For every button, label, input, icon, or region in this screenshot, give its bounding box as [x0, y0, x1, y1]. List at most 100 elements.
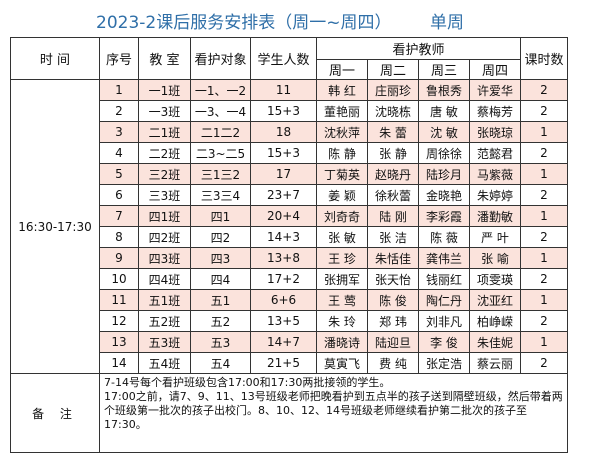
cell-teacher-wed: 金晓艳	[418, 184, 470, 206]
cell-target: 四4	[190, 268, 251, 290]
cell-count: 6+6	[250, 289, 317, 311]
cell-teacher-mon: 丁菊英	[316, 163, 368, 185]
cell-teacher-wed: 李 俊	[418, 331, 470, 353]
header-wed: 周三	[418, 59, 470, 80]
table-row: 5 三2班 三1三2 17 丁菊英 赵晓丹 陆珍月 马紫薇 1	[11, 163, 568, 185]
table-row: 12 五2班 五2 13+5 朱 玲郑 玮刘非凡 柏峥嵘 2	[11, 310, 568, 332]
remarks-label: 备 注	[10, 373, 100, 453]
table-row: 3 二1班 二1二2 18 沈秋萍朱 蕾沈 敏张晓琼 1	[11, 121, 568, 143]
cell-teacher-mon: 姜 颖	[316, 184, 368, 206]
cell-target: 五3	[190, 331, 251, 353]
table-row: 13 五3班 五3 14+7 潘晓诗 陆迎旦李 俊朱佳妮 1	[11, 331, 568, 353]
cell-teacher-mon: 张拥军	[316, 268, 368, 290]
header-tue: 周二	[367, 59, 419, 80]
table-row: 16:30-17:30 1 一1班 一1、一2 11 韩 红庄丽珍 鲁根秀 许爱华 2	[10, 79, 568, 374]
cell-classroom: 五3班	[138, 331, 191, 353]
cell-hours: 1	[520, 205, 568, 227]
header-hours: 课时数	[520, 37, 568, 80]
cell-teacher-mon: 莫寅飞	[316, 352, 368, 374]
cell-teacher-tue: 张天怡	[367, 268, 419, 290]
cell-target: 四1	[190, 205, 251, 227]
table-row: 11 五1班 五1 6+6 王 莺陈 俊陶仁丹 沈亚红 1	[11, 289, 568, 311]
cell-teacher-mon: 朱 玲	[316, 310, 368, 332]
cell-teacher-thu: 柏峥嵘	[469, 310, 521, 332]
cell-teacher-mon: 陈 静	[316, 142, 368, 164]
cell-index: 12	[99, 310, 139, 332]
cell-teacher-wed: 唐 敏	[418, 100, 470, 122]
time-slot: 16:30-17:30	[10, 79, 100, 374]
header-mon: 周一	[316, 59, 368, 80]
cell-teacher-mon: 张 敏	[316, 226, 368, 248]
cell-teacher-thu: 范懿君	[469, 142, 521, 164]
cell-count: 20+4	[250, 205, 317, 227]
cell-teacher-thu: 张 喻	[469, 247, 521, 269]
cell-teacher-thu: 蔡梅芳	[469, 100, 521, 122]
cell-teacher-wed: 刘非凡	[418, 310, 470, 332]
cell-teacher-thu: 朱婷婷	[469, 184, 521, 206]
cell-classroom: 三2班	[138, 163, 191, 185]
cell-teacher-tue: 陆迎旦	[367, 331, 419, 353]
cell-teacher-tue: 朱恬佳	[367, 247, 419, 269]
cell-classroom: 一1班	[138, 79, 191, 101]
cell-classroom: 四2班	[138, 226, 191, 248]
cell-index: 4	[99, 142, 139, 164]
cell-hours: 2	[520, 352, 568, 374]
cell-target: 四2	[190, 226, 251, 248]
header-classroom: 教 室	[138, 37, 191, 80]
remark-line: 7-14号每个看护班级包含17:00和17:30两批接领的学生。	[104, 376, 391, 389]
cell-index: 8	[99, 226, 139, 248]
cell-classroom: 四1班	[138, 205, 191, 227]
cell-hours: 2	[520, 310, 568, 332]
cell-teacher-mon: 王 珍	[316, 247, 368, 269]
cell-hours: 2	[520, 100, 568, 122]
cell-teacher-thu: 马紫薇	[469, 163, 521, 185]
cell-target: 五4	[190, 352, 251, 374]
cell-teacher-tue: 张 静	[367, 142, 419, 164]
header-thu: 周四	[469, 59, 521, 80]
cell-hours: 1	[520, 247, 568, 269]
cell-index: 14	[99, 352, 139, 374]
cell-count: 11	[250, 79, 317, 101]
schedule-table: 时 间 序号 教 室 看护对象 学生人数 看护教师 课时数 周一 周二 周三 周…	[10, 37, 568, 453]
header-index: 序号	[99, 37, 139, 80]
cell-classroom: 三3班	[138, 184, 191, 206]
remark-line: 17:00之前，请7、9、11、13号班级老师把晚看护到五点半的孩子送到隔壁班级…	[104, 390, 563, 431]
cell-classroom: 一3班	[138, 100, 191, 122]
cell-hours: 2	[520, 142, 568, 164]
cell-teacher-thu: 张晓琼	[469, 121, 521, 143]
cell-teacher-wed: 张定浩	[418, 352, 470, 374]
cell-index: 10	[99, 268, 139, 290]
cell-teacher-thu: 蔡云丽	[469, 352, 521, 374]
cell-teacher-wed: 周徐徐	[418, 142, 470, 164]
cell-hours: 1	[520, 331, 568, 353]
cell-target: 三1三2	[190, 163, 251, 185]
sheet-title: 2023-2课后服务安排表（周一~周四） 单周	[0, 0, 599, 36]
cell-classroom: 五1班	[138, 289, 191, 311]
cell-count: 14+7	[250, 331, 317, 353]
schedule-body: 16:30-17:30 1 一1班 一1、一2 11 韩 红庄丽珍 鲁根秀 许爱华 2 2 一3班一…	[10, 79, 568, 453]
cell-index: 3	[99, 121, 139, 143]
cell-teacher-tue: 徐秋蕾	[367, 184, 419, 206]
cell-teacher-mon: 董艳丽	[316, 100, 368, 122]
cell-index: 7	[99, 205, 139, 227]
cell-teacher-thu: 沈亚红	[469, 289, 521, 311]
cell-teacher-thu: 项雯瑛	[469, 268, 521, 290]
cell-index: 13	[99, 331, 139, 353]
cell-teacher-tue: 陈 俊	[367, 289, 419, 311]
cell-teacher-thu: 严 叶	[469, 226, 521, 248]
cell-hours: 2	[520, 79, 568, 101]
cell-count: 13+5	[250, 310, 317, 332]
cell-teacher-tue: 陆 刚	[367, 205, 419, 227]
cell-index: 9	[99, 247, 139, 269]
header-row-1: 时 间 序号 教 室 看护对象 学生人数 看护教师 课时数	[10, 37, 568, 80]
header-target: 看护对象	[190, 37, 251, 80]
cell-index: 2	[99, 100, 139, 122]
cell-hours: 1	[520, 121, 568, 143]
cell-teacher-mon: 王 莺	[316, 289, 368, 311]
cell-teacher-thu: 潘勤敏	[469, 205, 521, 227]
cell-teacher-mon: 韩 红	[316, 79, 368, 101]
cell-count: 14+3	[250, 226, 317, 248]
cell-classroom: 二2班	[138, 142, 191, 164]
cell-count: 15+3	[250, 142, 317, 164]
cell-hours: 2	[520, 184, 568, 206]
